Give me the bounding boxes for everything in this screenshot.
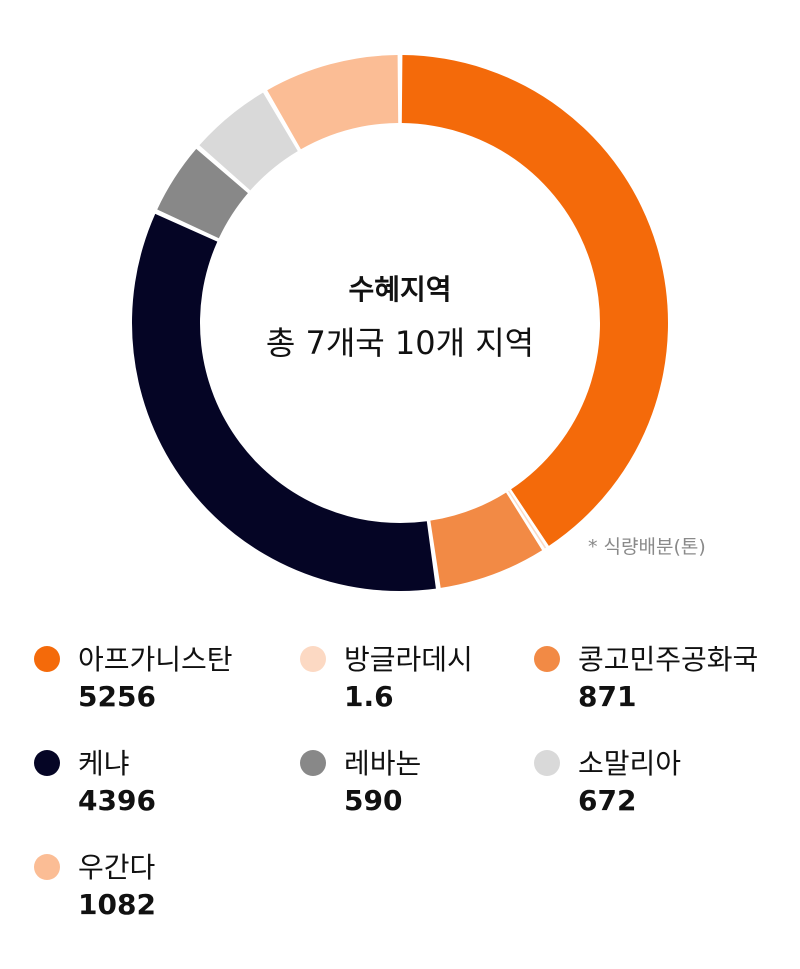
legend-label-kenya: 케냐 xyxy=(78,747,130,780)
legend-dot-drc xyxy=(534,646,560,672)
donut-slice-kenya xyxy=(132,213,436,591)
unit-note: * 식량배분(톤) xyxy=(588,536,706,558)
donut-slice-lebanon xyxy=(157,148,248,239)
legend-value-bangladesh: 1.6 xyxy=(344,680,394,713)
legend-value-kenya: 4396 xyxy=(78,784,156,817)
donut-slice-somalia xyxy=(199,92,298,191)
legend-label-uganda: 우간다 xyxy=(78,851,156,884)
legend-value-afghanistan: 5256 xyxy=(78,680,156,713)
donut-chart xyxy=(132,55,668,591)
donut-slice-drc xyxy=(430,492,543,588)
legend-dot-somalia xyxy=(534,750,560,776)
donut-slice-uganda xyxy=(267,55,399,150)
legend-dot-afghanistan xyxy=(34,646,60,672)
legend-dot-uganda xyxy=(34,854,60,880)
legend-value-somalia: 672 xyxy=(578,784,637,817)
legend-label-afghanistan: 아프가니스탄 xyxy=(78,643,233,676)
legend-label-drc: 콩고민주공화국 xyxy=(578,643,759,676)
legend-label-somalia: 소말리아 xyxy=(578,747,682,780)
donut-slice-bangladesh xyxy=(508,490,547,549)
donut-slice-afghanistan xyxy=(401,55,668,546)
legend-value-uganda: 1082 xyxy=(78,888,156,921)
legend-dot-kenya xyxy=(34,750,60,776)
chart-title: 수혜지역 xyxy=(348,273,452,306)
legend-value-drc: 871 xyxy=(578,680,637,713)
legend-label-bangladesh: 방글라데시 xyxy=(344,643,473,676)
legend-label-lebanon: 레바논 xyxy=(344,747,422,780)
legend-value-lebanon: 590 xyxy=(344,784,403,817)
legend-dot-bangladesh xyxy=(300,646,326,672)
legend-dot-lebanon xyxy=(300,750,326,776)
chart-subtitle: 총 7개국 10개 지역 xyxy=(265,324,535,362)
